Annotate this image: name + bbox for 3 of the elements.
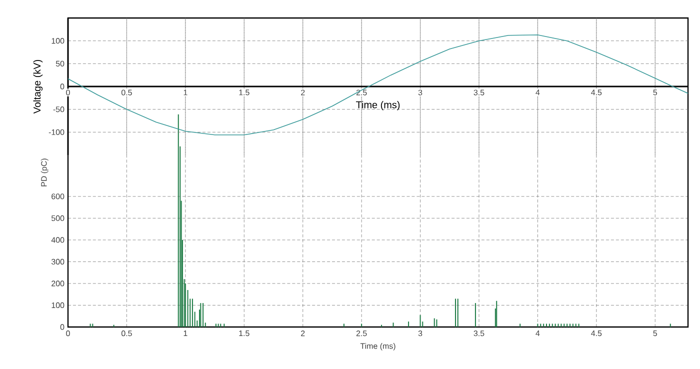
line-series: [68, 34, 688, 136]
x-axis-title: Time (ms): [356, 100, 400, 110]
y-axis-title: Voltage (kV): [33, 60, 43, 114]
